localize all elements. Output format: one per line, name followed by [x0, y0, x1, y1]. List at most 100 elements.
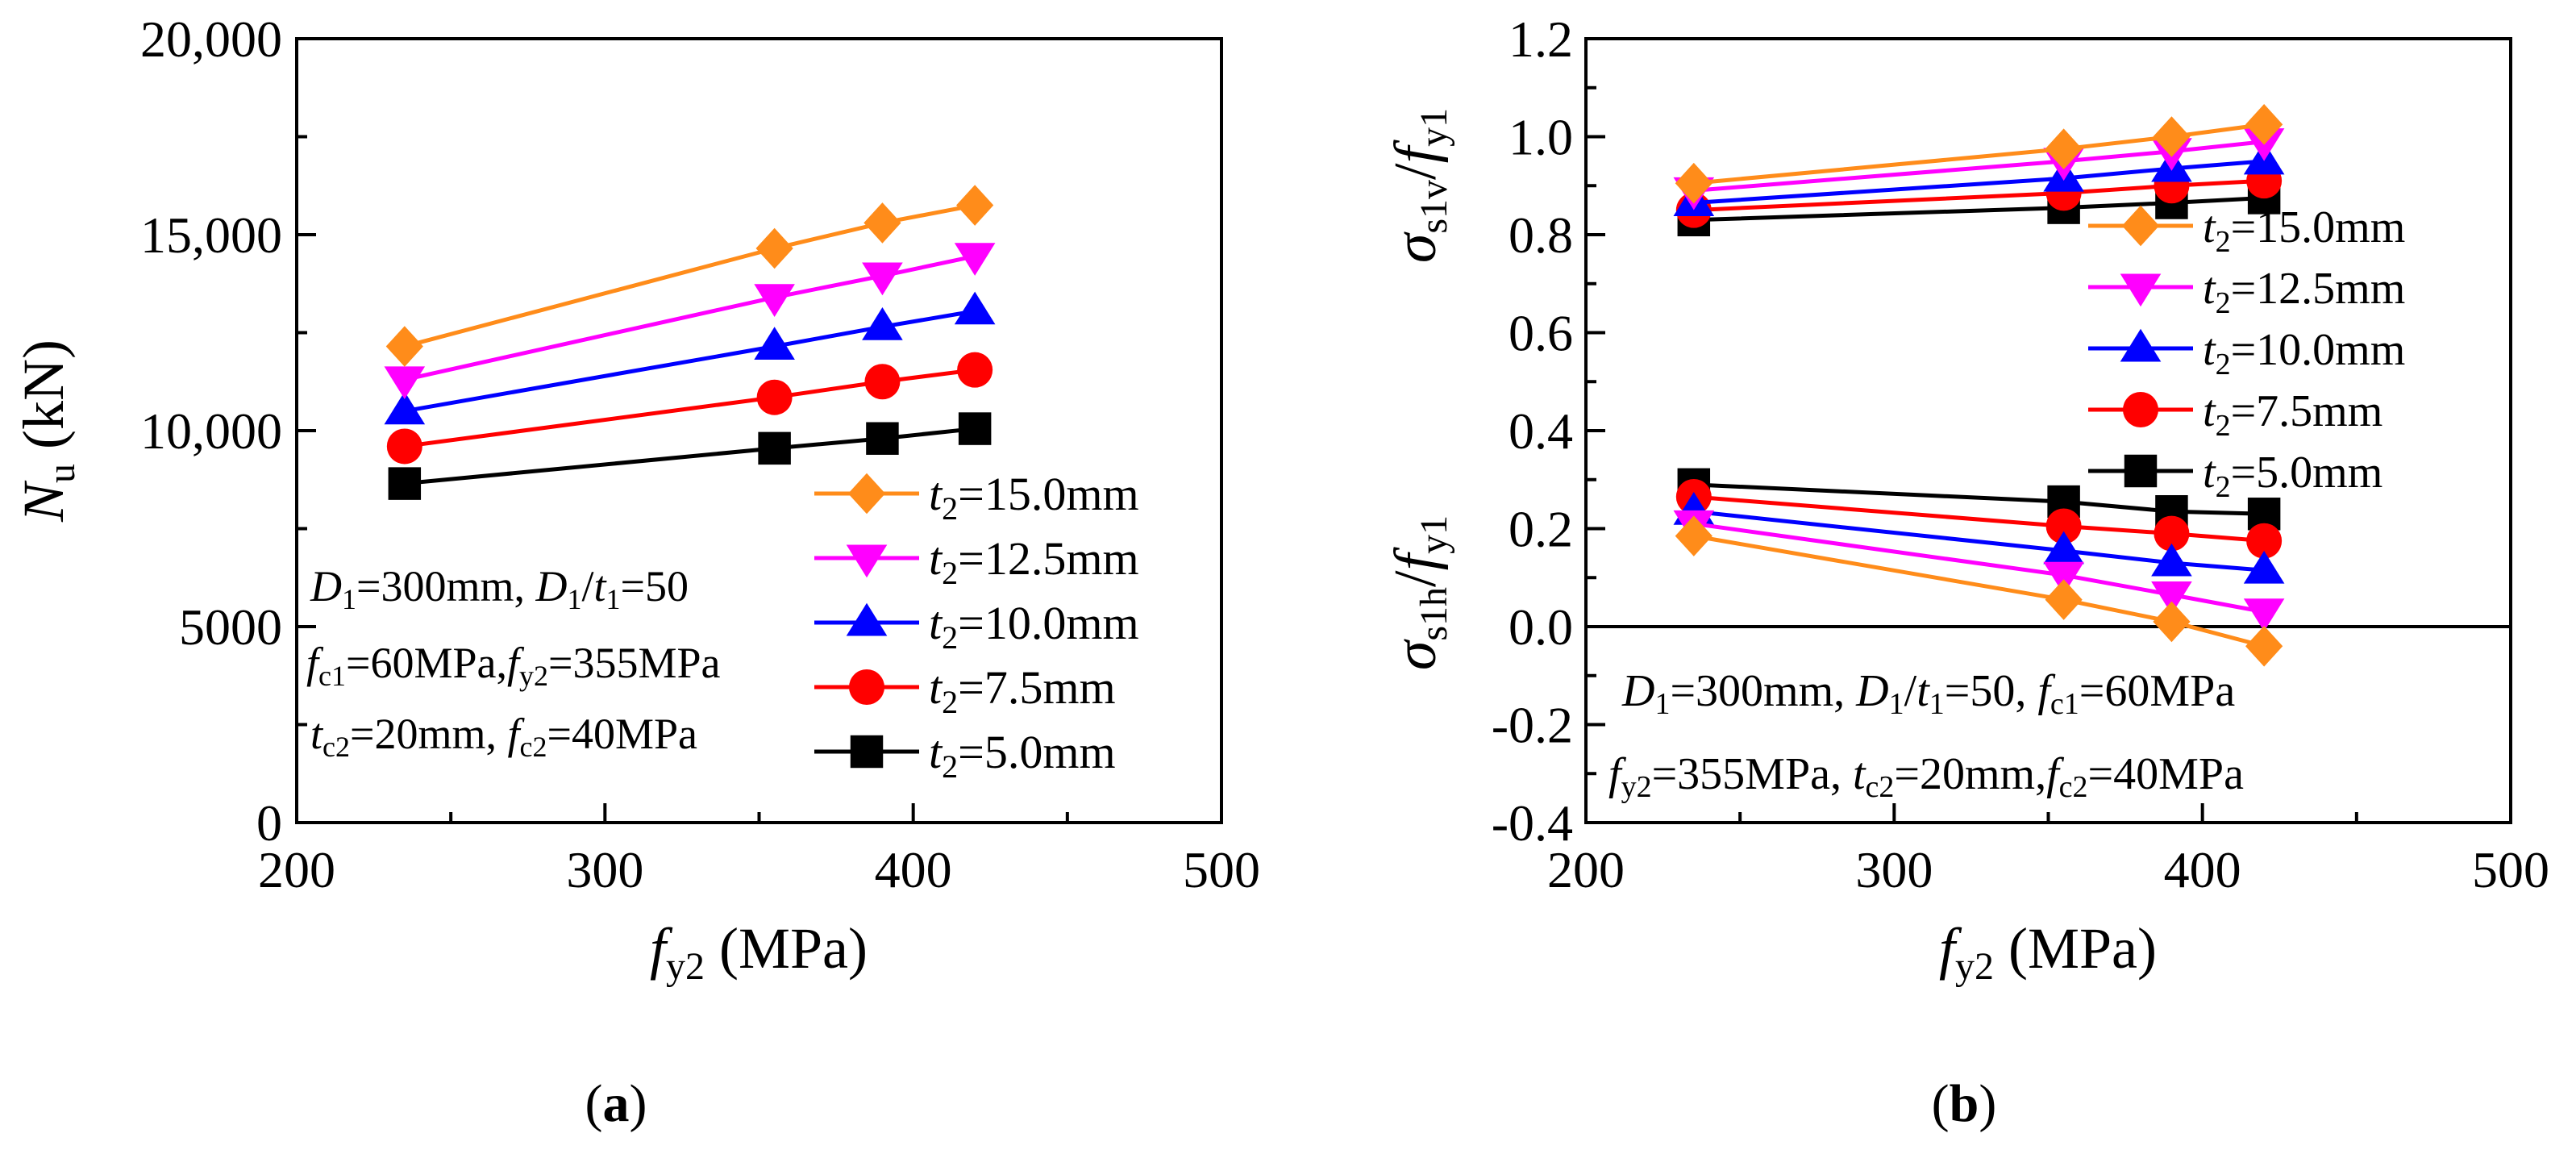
panel-a-y-tick-label: 0: [256, 794, 282, 852]
panel-a-data-point: [954, 243, 996, 276]
panel-a-series-line: [404, 427, 976, 486]
panel-b-hoop-data-point: [2151, 543, 2192, 577]
panel-a-series-line: [404, 309, 976, 414]
panel-b-legend-marker: [2123, 392, 2158, 427]
panel-b-vertical-data-point: [2153, 116, 2191, 157]
panel-b-legend-label: t2=15.0mm: [2203, 202, 2405, 259]
panel-b-legend-entry: t2=10.0mm: [2088, 325, 2405, 381]
panel-a-legend-marker: [850, 735, 884, 769]
panel-b-hoop-data-point: [2045, 579, 2083, 620]
panel-b-annotation: D1=300mm, D1/t1=50, fc1=60MPa fy2=355MPa…: [1608, 666, 2244, 804]
panel-a-data-point: [866, 422, 899, 455]
panel-b-y-tick-label: -0.2: [1492, 697, 1573, 754]
panel-b-hoop-series-line: [1693, 509, 2265, 573]
panel-b-hoop-data-point: [2153, 601, 2191, 643]
panel-a-legend-entry: t2=10.0mm: [814, 597, 1139, 656]
panel-b-ticks: 200 300 400 500 -0.4 -0.2 0.0 0.2 0.4 0.6 0.8 1.0 1.…: [1492, 10, 2549, 898]
panel-b-legend-marker: [2120, 273, 2162, 307]
panel-b-legend-entry: t2=5.0mm: [2088, 448, 2382, 504]
panel-a-data-point: [954, 291, 996, 325]
panel-a-annotation: D1=300mm, D1/t1=50 fc1=60MPa,fy2=355MPa …: [306, 562, 721, 763]
panel-a-caption: (a): [585, 1074, 647, 1133]
panel-a-x-tick-label: 300: [566, 841, 643, 898]
panel-a-y-tick-label: 5000: [179, 598, 282, 656]
panel-a-legend-marker: [846, 544, 888, 578]
panel-b: 200 300 400 500 -0.4 -0.2 0.0 0.2 0.4 0.6 0.8 1.0 1.…: [1383, 10, 2549, 1133]
panel-b-x-tick-label: 400: [2164, 841, 2241, 898]
panel-b-hoop-series-line: [1693, 494, 2265, 544]
panel-b-hoop-data-point: [2243, 598, 2285, 631]
panel-a-legend-marker: [849, 669, 884, 705]
panel-b-y-tick-label: 0.6: [1509, 305, 1573, 362]
panel-a-x-label: fy2 (MPa): [650, 916, 868, 988]
panel-b-hoop-data-point: [2043, 561, 2084, 595]
panel-a-legend-marker: [846, 602, 888, 636]
panel-b-y-tick-label: 0.0: [1509, 598, 1573, 656]
panel-b-hoop-data-point: [1675, 515, 1712, 556]
panel-a-data-point: [864, 202, 901, 244]
panel-b-y-tick-label: 1.0: [1509, 109, 1573, 166]
panel-b-vertical-data-point: [1675, 162, 1712, 204]
panel-a-series-line: [404, 203, 976, 348]
panel-a-x-tick-label: 200: [258, 841, 335, 898]
panel-a-data-point: [862, 307, 903, 340]
panel-a-legend-label: t2=10.0mm: [929, 597, 1139, 656]
panel-b-hoop-series-line: [1693, 534, 2265, 648]
panel-b-x-tick-label: 200: [1547, 841, 1625, 898]
panel-b-legend-entry: t2=15.0mm: [2088, 202, 2405, 259]
panel-a-data-point: [388, 467, 422, 500]
panel-b-hoop-data-point: [2151, 581, 2192, 615]
panel-a-legend-entry: t2=5.0mm: [814, 726, 1116, 785]
panel-a-legend-label: t2=15.0mm: [929, 468, 1139, 527]
panel-a-legend-label: t2=5.0mm: [929, 726, 1116, 785]
panel-b-y-tick-label: 0.2: [1509, 501, 1573, 558]
panel-b-legend: t2=15.0mmt2=12.5mmt2=10.0mmt2=7.5mmt2=5.…: [2088, 202, 2405, 504]
panel-b-hoop-data-point: [2246, 523, 2283, 559]
panel-b-vertical-data-point: [2045, 128, 2083, 169]
panel-a-data-point: [756, 379, 793, 415]
panel-b-legend-marker: [2121, 205, 2160, 247]
panel-a-plot-area: [384, 185, 996, 500]
panel-a-y-tick-label: 15,000: [140, 206, 282, 264]
panel-a-x-tick-label: 400: [875, 841, 952, 898]
panel-b-hoop-data-point: [2043, 531, 2084, 565]
panel-b-plot-area: [1586, 104, 2511, 667]
panel-a-legend-marker: [847, 473, 886, 515]
panel-b-annotation-line2: fy2=355MPa, tc2=20mm,fc2=40MPa: [1608, 749, 2244, 804]
panel-a-data-point: [958, 412, 992, 445]
panel-a-legend-entry: t2=12.5mm: [814, 532, 1139, 591]
panel-a-data-point: [758, 431, 791, 465]
panel-b-vertical-series-line: [1693, 178, 2265, 213]
panel-a-x-tick-label: 500: [1183, 841, 1260, 898]
panel-b-hoop-series-line: [1693, 482, 2265, 516]
panel-b-y-label-top: σs1v/fy1: [1383, 108, 1455, 263]
panel-b-legend-marker: [2124, 454, 2158, 488]
panel-b-y-tick-label: 0.4: [1509, 402, 1573, 460]
panel-a-legend-label: t2=7.5mm: [929, 661, 1116, 720]
panel-a-y-label: Nu (kN): [11, 340, 83, 523]
panel-b-x-tick-label: 500: [2472, 841, 2549, 898]
panel-b-vertical-series-line: [1693, 122, 2265, 185]
panel-b-hoop-data-point: [2045, 508, 2082, 544]
panel-b-y-tick-label: 1.2: [1509, 10, 1573, 68]
panel-b-vertical-series-line: [1693, 195, 2265, 223]
panel-b-legend-label: t2=12.5mm: [2203, 264, 2405, 320]
panel-b-x-tick-label: 300: [1855, 841, 1933, 898]
panel-a-data-point: [864, 364, 901, 400]
panel-b-legend-entry: t2=7.5mm: [2088, 386, 2382, 443]
panel-b-caption: (b): [1932, 1074, 1997, 1133]
panel-a-y-tick-label: 10,000: [140, 402, 282, 460]
panel-a-annotation-line1: D1=300mm, D1/t1=50: [310, 562, 689, 615]
panel-b-legend-label: t2=5.0mm: [2203, 448, 2382, 504]
panel-a-data-point: [386, 428, 422, 465]
panel-a-legend-entry: t2=7.5mm: [814, 661, 1116, 720]
panel-a-data-point: [755, 227, 793, 269]
panel-b-x-label: fy2 (MPa): [1939, 916, 2157, 988]
panel-b-legend-entry: t2=12.5mm: [2088, 264, 2405, 320]
panel-b-y-label-bottom: σs1h/fy1: [1383, 515, 1455, 670]
panel-a-legend-entry: t2=15.0mm: [814, 468, 1139, 527]
panel-b-legend-marker: [2120, 328, 2162, 362]
